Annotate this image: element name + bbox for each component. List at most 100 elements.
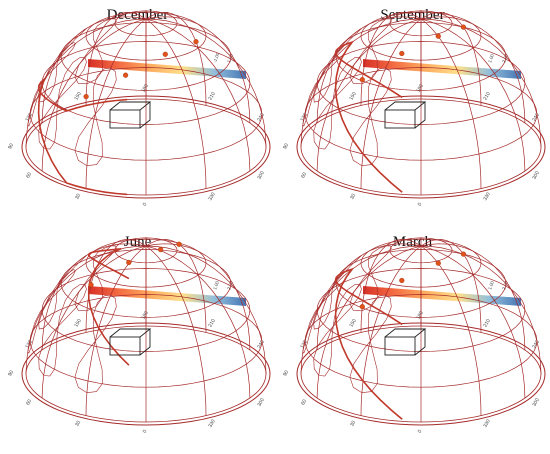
sunpath-diagram: 03060901201501802102402703003301.002.00 <box>282 10 550 208</box>
daily-sun-path <box>334 267 403 420</box>
hour-loop <box>313 28 362 103</box>
hour-loop <box>74 67 117 167</box>
compass-tick-label: 180 <box>415 83 424 93</box>
sun-position-marker <box>176 241 182 247</box>
azimuth-meridian <box>85 239 147 333</box>
compass-tick-label: 210 <box>482 91 491 101</box>
sun-position-marker <box>399 50 405 57</box>
sun-position-marker <box>399 277 405 284</box>
compass-tick-label: 90 <box>7 142 15 150</box>
compass-tick-label: 180 <box>415 310 424 320</box>
sun-position-marker <box>158 247 164 253</box>
hour-loop <box>349 18 392 85</box>
compass-tick-label: 90 <box>282 369 290 377</box>
radiation-color-bar <box>363 286 521 306</box>
building-wireframe <box>109 328 152 356</box>
color-bar-label: 2.00 <box>226 280 234 290</box>
sun-position-marker <box>435 260 441 266</box>
building-top-side <box>109 101 152 129</box>
compass-tick-label: 300 <box>531 170 540 180</box>
compass-tick-label: 270 <box>274 368 275 378</box>
hour-loop <box>349 294 392 394</box>
building-wireframe <box>384 328 427 356</box>
azimuth-meridian <box>41 245 147 399</box>
building-top-side <box>109 328 152 356</box>
sun-position-marker <box>359 304 365 310</box>
hour-loop <box>38 28 87 103</box>
color-bar-label: 1.00 <box>487 53 495 63</box>
compass-tick-label: 60 <box>300 398 308 406</box>
azimuth-meridian <box>145 12 207 106</box>
hour-loop <box>38 284 87 377</box>
daily-sun-path <box>37 76 128 196</box>
compass-tick-label: 300 <box>256 170 265 180</box>
sun-position-marker <box>122 72 129 78</box>
building-wireframe <box>109 101 152 129</box>
compass-tick-label: 210 <box>207 318 216 328</box>
azimuth-meridian <box>41 243 147 351</box>
compass-tick-label: 330 <box>207 418 216 428</box>
panel-december: December 0306090120150180210240270300330… <box>0 0 275 227</box>
hour-loop <box>313 284 362 377</box>
hour-loop <box>38 255 87 330</box>
azimuth-meridian <box>145 243 251 351</box>
sunpath-diagram: 03060901201501802102402703003301.002.00 <box>7 237 275 435</box>
azimuth-meridian <box>145 245 207 416</box>
hour-loop <box>349 245 392 312</box>
building-front-face <box>384 109 416 129</box>
azimuth-meridian <box>85 12 147 106</box>
azimuth-meridian <box>145 245 267 375</box>
azimuth-meridian <box>420 245 526 399</box>
azimuth-meridian <box>420 243 526 351</box>
compass-tick-label: 150 <box>348 91 357 101</box>
azimuth-meridian <box>420 245 542 375</box>
sunpath-diagram: 0306090120150180210240270300330-1.001.00 <box>7 10 275 207</box>
daily-sun-path <box>87 248 130 366</box>
sunpath-diagram: 03060901201501802102402703003301.002.00 <box>282 237 550 434</box>
sun-position-marker <box>359 77 365 83</box>
sun-position-marker <box>83 93 89 100</box>
azimuth-meridian <box>420 18 542 148</box>
radiation-color-bar <box>88 286 246 306</box>
radiation-color-bar <box>363 59 521 79</box>
compass-tick-label: 0 <box>142 429 149 435</box>
color-bar-label: 1.00 <box>212 280 220 290</box>
compass-tick-label: 300 <box>256 397 265 407</box>
compass-tick-label: 330 <box>207 191 216 201</box>
azimuth-meridian <box>420 18 526 172</box>
color-bar-label: 1.00 <box>487 280 495 290</box>
azimuth-meridian <box>316 16 422 124</box>
building-top-side <box>384 328 427 356</box>
hour-loop <box>38 57 87 150</box>
daily-sun-path <box>334 40 403 193</box>
compass-tick-label: 30 <box>74 420 82 428</box>
compass-tick-label: 210 <box>207 91 216 101</box>
azimuth-meridian <box>420 245 482 416</box>
hour-loop <box>74 245 117 312</box>
azimuth-meridian <box>420 18 482 189</box>
compass-tick-label: 330 <box>482 418 491 428</box>
color-bar-label: 1.00 <box>226 53 234 63</box>
hour-loop <box>74 18 117 85</box>
radiation-color-bar <box>88 59 246 79</box>
compass-tick-label: 150 <box>73 91 82 101</box>
building-front-face <box>109 109 141 129</box>
building-wireframe <box>384 101 427 129</box>
compass-tick-label: 300 <box>531 397 540 407</box>
azimuth-meridian <box>420 16 526 124</box>
compass-tick-label: 0 <box>417 202 424 208</box>
compass-tick-label: 270 <box>274 141 275 151</box>
compass-tick-label: 330 <box>482 191 491 201</box>
compass-tick-label: 30 <box>74 193 82 201</box>
compass-tick-label: 90 <box>7 369 15 377</box>
azimuth-meridian <box>85 18 147 189</box>
azimuth-meridian <box>145 239 207 333</box>
panel-june: June 03060901201501802102402703003301.00… <box>0 227 275 454</box>
sun-position-marker <box>88 282 94 288</box>
sun-position-marker <box>193 39 199 45</box>
compass-tick-label: 150 <box>73 318 82 328</box>
sun-position-marker <box>126 259 132 266</box>
azimuth-meridian <box>316 243 422 351</box>
azimuth-meridian <box>316 18 422 172</box>
compass-tick-label: 30 <box>349 193 357 201</box>
